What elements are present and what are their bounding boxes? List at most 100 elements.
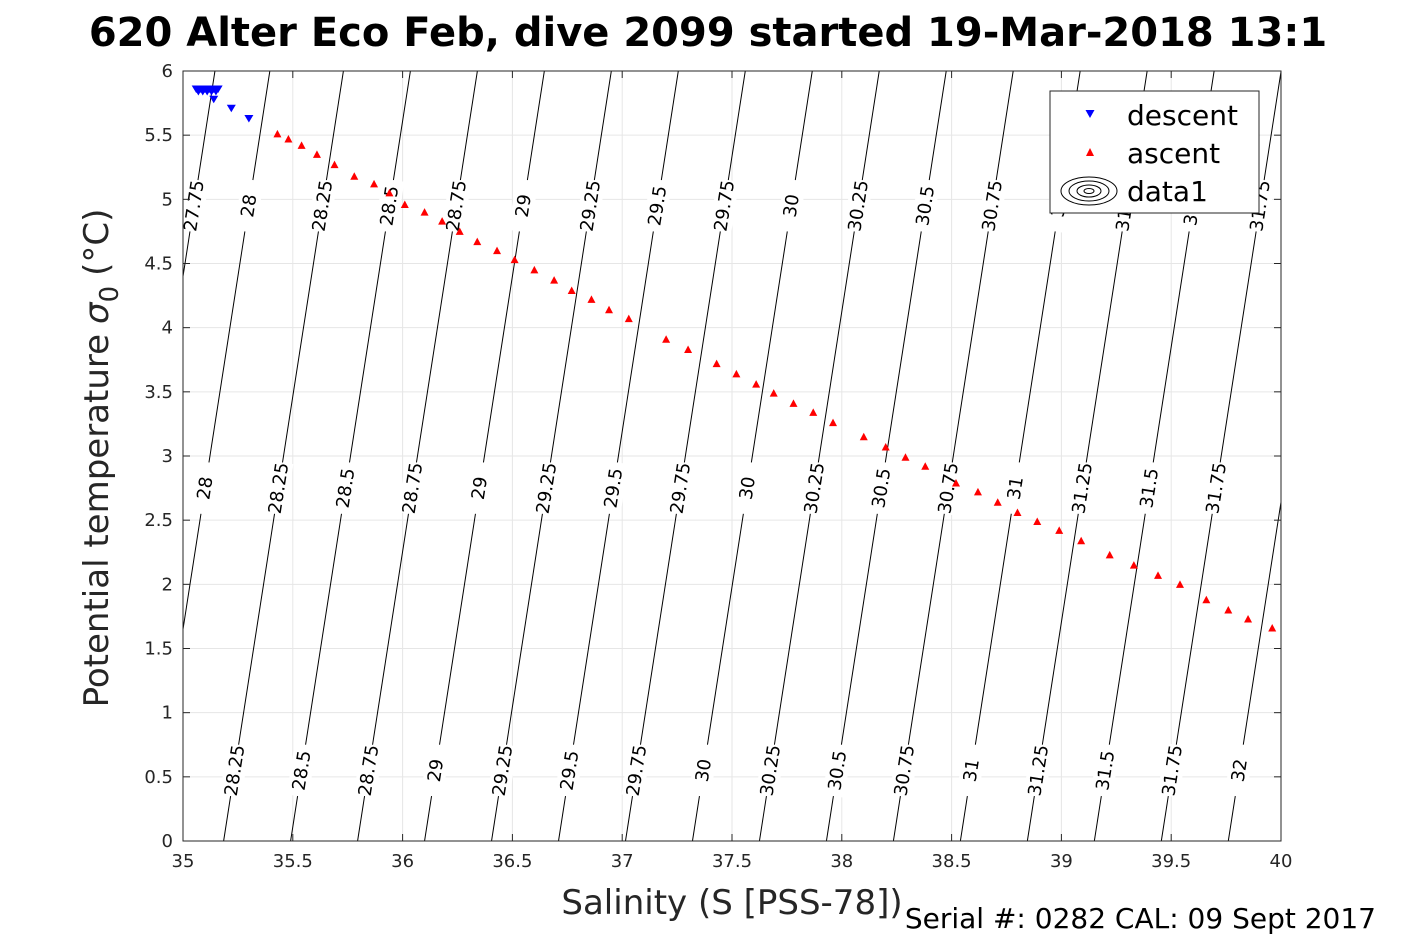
contour-label-text: 29 bbox=[424, 758, 448, 784]
contour-label-bg bbox=[933, 460, 964, 516]
ascent-point bbox=[789, 399, 798, 407]
ascent-point bbox=[312, 150, 321, 158]
contour-label-bg bbox=[307, 178, 338, 234]
contour-label-bg bbox=[776, 178, 807, 234]
contour-label-text: 28 bbox=[193, 475, 217, 501]
ascent-point bbox=[732, 369, 741, 378]
contour-label-bg bbox=[822, 743, 853, 798]
contour-label-bg bbox=[234, 178, 264, 234]
ascent-point bbox=[1202, 595, 1211, 604]
x-tick-label: 39 bbox=[1050, 851, 1073, 872]
y-tick-label: 1.5 bbox=[144, 639, 173, 660]
x-axis-label: Salinity (S [PSS-78]) bbox=[561, 883, 902, 923]
y-tick-label: 3.5 bbox=[144, 382, 173, 403]
contour-label-text: 31 bbox=[960, 758, 984, 784]
ascent-point bbox=[921, 462, 930, 470]
contour-label-bg bbox=[799, 460, 830, 516]
contour-line bbox=[1227, 498, 1281, 841]
contour-label-bg bbox=[554, 743, 585, 798]
descent-point bbox=[209, 95, 219, 104]
contour-label: 29.5 bbox=[642, 178, 673, 234]
x-tick-label: 38.5 bbox=[932, 851, 972, 872]
contour-label-bg bbox=[575, 178, 606, 234]
ascent-point bbox=[510, 255, 519, 264]
contour-label-text: 31 bbox=[1004, 475, 1028, 501]
y-axis-label-unit: (°C) bbox=[77, 209, 117, 276]
y-tick-label: 6 bbox=[162, 61, 173, 82]
contour-label: 29.25 bbox=[487, 743, 518, 798]
ascent-point bbox=[752, 380, 761, 388]
y-tick-label: 5 bbox=[162, 189, 173, 210]
ascent-point bbox=[438, 217, 447, 225]
contour-label: 30 bbox=[732, 460, 763, 516]
contour-label-text: 32 bbox=[1228, 758, 1252, 784]
contour-label: 30.5 bbox=[910, 178, 941, 234]
contour-label: 28 bbox=[190, 460, 220, 516]
contour-label-bg bbox=[665, 460, 696, 516]
contour-label-bg bbox=[397, 460, 428, 516]
contour-label-bg bbox=[263, 460, 294, 516]
contour-label-bg bbox=[1090, 743, 1121, 798]
ascent-point bbox=[1224, 606, 1233, 614]
contour-label-bg bbox=[977, 178, 1008, 234]
ascent-point bbox=[973, 487, 982, 496]
y-axis-label: Potential temperature σ0 (°C) bbox=[77, 209, 125, 708]
contour-label: 31 bbox=[956, 743, 987, 798]
y-tick-label: 2 bbox=[162, 574, 173, 595]
ascent-point bbox=[1013, 508, 1022, 516]
ascent-point bbox=[370, 179, 379, 188]
ascent-point bbox=[420, 208, 429, 216]
contour-label-bg bbox=[621, 743, 652, 798]
contour-label-bg bbox=[420, 743, 451, 798]
ascent-point bbox=[330, 160, 339, 169]
ascent-point bbox=[550, 276, 559, 284]
contour-label-text: 30 bbox=[692, 758, 716, 784]
contour-label-bg bbox=[441, 178, 472, 234]
contour-label-bg bbox=[508, 178, 539, 234]
contour-label: 29 bbox=[420, 743, 451, 798]
contour-label-bg bbox=[374, 178, 405, 234]
ascent-point bbox=[1129, 561, 1138, 569]
ascent-point bbox=[1154, 571, 1163, 579]
ascent-point bbox=[1268, 623, 1277, 632]
legend-ascent-marker bbox=[1086, 148, 1094, 156]
contour-label-bg bbox=[598, 460, 629, 516]
ascent-point bbox=[1175, 580, 1184, 588]
ascent-point bbox=[400, 200, 409, 208]
contour-label-bg bbox=[1134, 460, 1165, 516]
ascent-point bbox=[284, 135, 293, 143]
contour-label: 30 bbox=[688, 743, 719, 798]
contour-label: 29.5 bbox=[598, 460, 629, 516]
contour-label: 28.5 bbox=[286, 743, 317, 798]
ascent-point bbox=[350, 172, 359, 180]
y-tick-label: 4 bbox=[162, 318, 173, 339]
legend-descent-marker bbox=[1085, 110, 1095, 118]
y-tick-label: 0 bbox=[162, 831, 173, 852]
y-tick-label: 1 bbox=[162, 703, 173, 724]
ascent-point bbox=[385, 188, 394, 197]
contour-label-bg bbox=[464, 460, 495, 516]
x-tick-label: 35 bbox=[172, 851, 195, 872]
y-tick-label: 5.5 bbox=[144, 125, 173, 146]
contour-label-text: 29 bbox=[512, 193, 536, 219]
contour-label-bg bbox=[286, 743, 317, 798]
contour-label: 28 bbox=[234, 178, 264, 234]
y-axis-label-main: Potential temperature bbox=[77, 334, 117, 707]
contour-label-bg bbox=[866, 460, 897, 516]
ascent-point bbox=[605, 305, 614, 314]
ascent-point bbox=[1055, 526, 1064, 534]
contour-label: 29 bbox=[508, 178, 539, 234]
x-tick-label: 37.5 bbox=[712, 851, 752, 872]
ascent-point bbox=[951, 478, 960, 487]
x-tick-label: 37 bbox=[611, 851, 634, 872]
x-tick-label: 38 bbox=[830, 851, 853, 872]
y-tick-label: 0.5 bbox=[144, 767, 173, 788]
contour-label-text: 28 bbox=[237, 193, 261, 219]
ascent-point bbox=[712, 359, 721, 368]
contour-label-bg bbox=[1201, 460, 1232, 516]
y-tick-label: 4.5 bbox=[144, 254, 173, 275]
x-tick-label: 36 bbox=[391, 851, 414, 872]
contour-label-bg bbox=[190, 460, 220, 516]
ascent-point bbox=[859, 432, 868, 441]
contour-label-bg bbox=[219, 743, 250, 798]
